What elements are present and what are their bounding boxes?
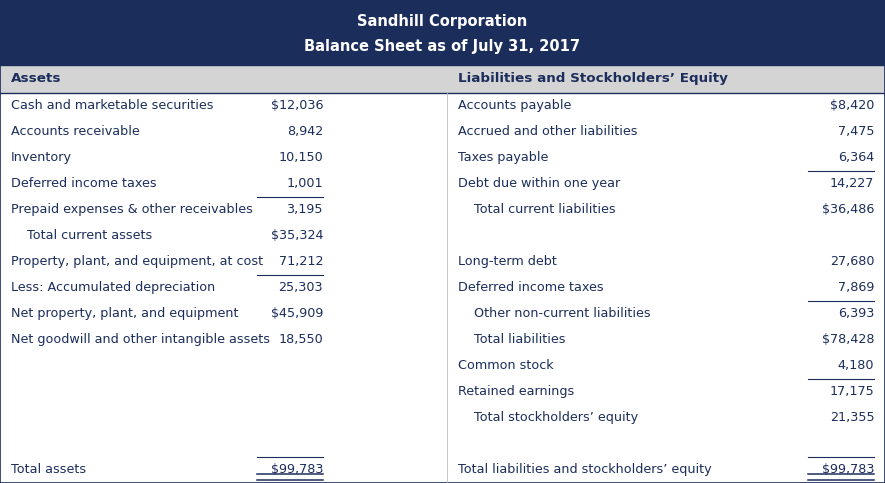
Text: 1,001: 1,001 — [287, 177, 323, 190]
Text: 17,175: 17,175 — [829, 385, 874, 398]
Text: 6,393: 6,393 — [838, 307, 874, 320]
Text: Assets: Assets — [11, 72, 61, 85]
Text: Accrued and other liabilities: Accrued and other liabilities — [458, 125, 638, 138]
Text: $45,909: $45,909 — [271, 307, 323, 320]
Text: Liabilities and Stockholders’ Equity: Liabilities and Stockholders’ Equity — [458, 72, 728, 85]
Text: Retained earnings: Retained earnings — [458, 385, 574, 398]
Text: 27,680: 27,680 — [830, 256, 874, 269]
Text: Net property, plant, and equipment: Net property, plant, and equipment — [11, 307, 238, 320]
Text: 71,212: 71,212 — [279, 256, 323, 269]
Text: 18,550: 18,550 — [278, 333, 323, 346]
Text: 21,355: 21,355 — [830, 412, 874, 425]
Text: Net goodwill and other intangible assets: Net goodwill and other intangible assets — [11, 333, 270, 346]
Text: Other non-current liabilities: Other non-current liabilities — [458, 307, 651, 320]
Text: Deferred income taxes: Deferred income taxes — [11, 177, 157, 190]
FancyBboxPatch shape — [0, 0, 885, 65]
Text: Total current assets: Total current assets — [11, 229, 152, 242]
Text: 7,475: 7,475 — [838, 125, 874, 138]
Text: Common stock: Common stock — [458, 359, 554, 372]
Text: Accounts receivable: Accounts receivable — [11, 125, 139, 138]
Text: 3,195: 3,195 — [287, 203, 323, 216]
Text: Less: Accumulated depreciation: Less: Accumulated depreciation — [11, 282, 215, 294]
Text: Total assets: Total assets — [11, 464, 86, 477]
Text: Long-term debt: Long-term debt — [458, 256, 558, 269]
Text: $78,428: $78,428 — [822, 333, 874, 346]
Text: 7,869: 7,869 — [838, 282, 874, 294]
Text: $35,324: $35,324 — [271, 229, 323, 242]
Text: Inventory: Inventory — [11, 151, 72, 164]
Text: 25,303: 25,303 — [279, 282, 323, 294]
Text: Total current liabilities: Total current liabilities — [458, 203, 616, 216]
Text: $36,486: $36,486 — [822, 203, 874, 216]
Text: Total liabilities: Total liabilities — [458, 333, 566, 346]
Text: $12,036: $12,036 — [271, 99, 323, 112]
Text: Sandhill Corporation: Sandhill Corporation — [358, 14, 527, 29]
Text: Balance Sheet as of July 31, 2017: Balance Sheet as of July 31, 2017 — [304, 40, 581, 55]
Text: Property, plant, and equipment, at cost: Property, plant, and equipment, at cost — [11, 256, 263, 269]
Text: 6,364: 6,364 — [838, 151, 874, 164]
Text: Debt due within one year: Debt due within one year — [458, 177, 620, 190]
Text: $99,783: $99,783 — [822, 464, 874, 477]
Text: Total stockholders’ equity: Total stockholders’ equity — [458, 412, 639, 425]
Text: 10,150: 10,150 — [278, 151, 323, 164]
Text: $99,783: $99,783 — [271, 464, 323, 477]
Text: 4,180: 4,180 — [838, 359, 874, 372]
Text: Cash and marketable securities: Cash and marketable securities — [11, 99, 213, 112]
Text: 8,942: 8,942 — [287, 125, 323, 138]
Text: 14,227: 14,227 — [830, 177, 874, 190]
Text: Total liabilities and stockholders’ equity: Total liabilities and stockholders’ equi… — [458, 464, 712, 477]
Text: Deferred income taxes: Deferred income taxes — [458, 282, 604, 294]
Text: Taxes payable: Taxes payable — [458, 151, 549, 164]
Text: Prepaid expenses & other receivables: Prepaid expenses & other receivables — [11, 203, 252, 216]
Text: $8,420: $8,420 — [830, 99, 874, 112]
Text: Accounts payable: Accounts payable — [458, 99, 572, 112]
FancyBboxPatch shape — [0, 65, 885, 93]
